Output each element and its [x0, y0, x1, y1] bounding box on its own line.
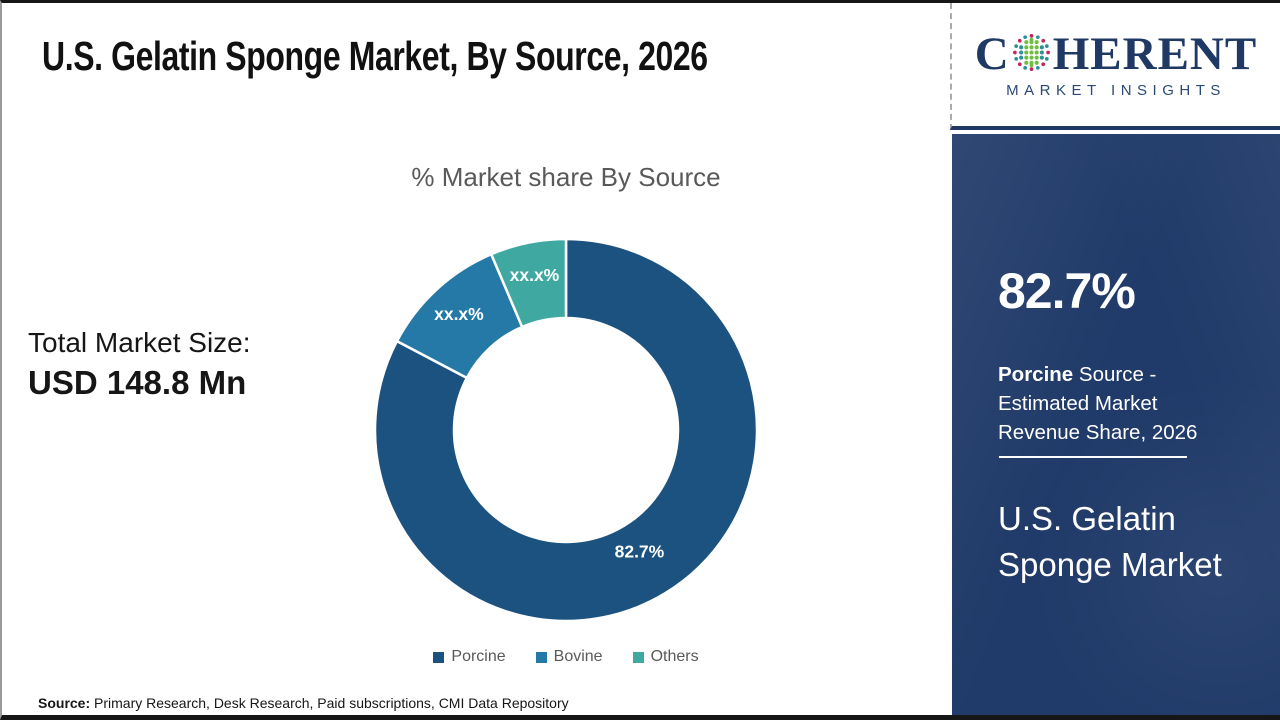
chart-legend: Porcine Bovine Others [166, 648, 966, 666]
legend-label-porcine: Porcine [451, 648, 506, 665]
legend-swatch-bovine [535, 651, 547, 663]
page-title-text: U.S. Gelatin Sponge Market, By Source, 2… [42, 33, 708, 79]
stat-term: Porcine [998, 363, 1074, 386]
legend-item-others: Others [632, 648, 699, 666]
stat-description-rest: Source - Estimated Market Revenue Share,… [998, 363, 1198, 444]
market-name: U.S. Gelatin Sponge Market [998, 500, 1222, 583]
donut-slice-porcine [373, 237, 759, 623]
brand-logo-letter-c: C [974, 27, 1010, 80]
brand-logo-tagline: MARKET INSIGHTS [1006, 81, 1226, 99]
total-market-size-value: USD 148.8 Mn [28, 364, 247, 401]
main-area: U.S. Gelatin Sponge Market, By Source, 2… [2, 3, 950, 715]
globe-dots-icon [1012, 33, 1050, 71]
legend-label-others: Others [650, 648, 699, 665]
donut-slice-others [489, 237, 568, 329]
donut-slice-label-bovine: xx.x% [434, 304, 484, 324]
source-note-text: Primary Research, Desk Research, Paid su… [90, 695, 569, 711]
donut-slice-label-others: xx.x% [510, 265, 560, 285]
stat-value: 82.7% [998, 263, 1136, 319]
right-column: C HERENT MARKET INSIGHTS 82.7% Porcine S… [950, 3, 1280, 715]
stat-description: Porcine Source - Estimated Market Revenu… [998, 331, 1197, 447]
source-note-label: Source: [38, 695, 91, 711]
legend-item-bovine: Bovine [535, 648, 603, 666]
donut-chart: 82.7% xx.x% xx.x% [373, 237, 759, 623]
chart-title: % Market share By Source [411, 162, 721, 192]
highlight-panel: 82.7% Porcine Source - Estimated Market … [952, 134, 1280, 715]
total-market-size-label: Total Market Size: [28, 327, 251, 358]
brand-logo-letters-rest: HERENT [1052, 27, 1258, 80]
legend-swatch-others [632, 651, 644, 663]
brand-logo: C HERENT MARKET INSIGHTS [950, 3, 1280, 130]
brand-logo-wordmark: C HERENT [974, 27, 1258, 80]
panel-divider [999, 456, 1187, 458]
legend-label-bovine: Bovine [553, 648, 603, 665]
donut-slice-label-porcine: 82.7% [615, 542, 665, 562]
source-note: Source: Primary Research, Desk Research,… [38, 695, 569, 711]
total-market-size: Total Market Size: USD 148.8 Mn [28, 327, 251, 402]
legend-swatch-porcine [433, 651, 445, 663]
page-title: U.S. Gelatin Sponge Market, By Source, 2… [42, 33, 895, 80]
legend-item-porcine: Porcine [433, 648, 506, 666]
